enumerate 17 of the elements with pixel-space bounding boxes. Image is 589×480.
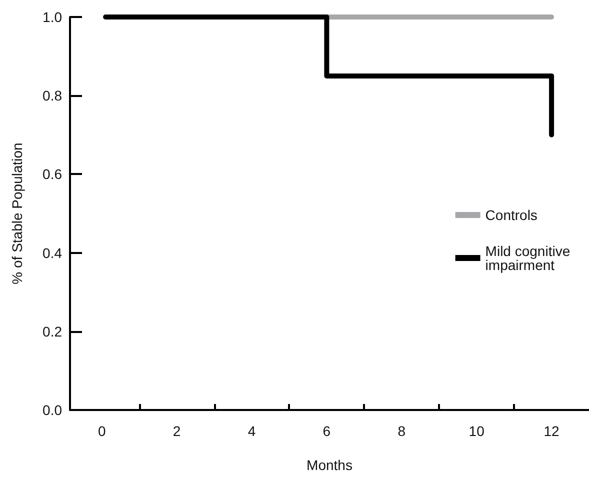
legend-label: Mild cognitive impairment [485, 243, 574, 273]
legend-label: Controls [485, 207, 538, 223]
y-tick-label: 0.0 [42, 402, 62, 418]
y-tick-label: 0.4 [42, 244, 62, 261]
x-tick-label: 0 [98, 423, 106, 439]
y-axis-title: % of Stable Population [9, 142, 25, 284]
x-tick-label: 10 [468, 423, 485, 439]
x-tick-label: 4 [248, 423, 256, 439]
y-tick-label: 0.8 [42, 88, 62, 104]
y-tick-label: 0.6 [42, 166, 62, 182]
y-tick-label: 0.2 [42, 323, 62, 340]
x-tick-label: 8 [398, 423, 406, 439]
x-tick-label: 6 [322, 423, 331, 439]
x-axis-title: Months [306, 457, 352, 473]
x-tick-label: 2 [172, 423, 181, 439]
x-tick-label: 12 [544, 423, 560, 439]
y-tick-label: 1.0 [42, 9, 62, 25]
